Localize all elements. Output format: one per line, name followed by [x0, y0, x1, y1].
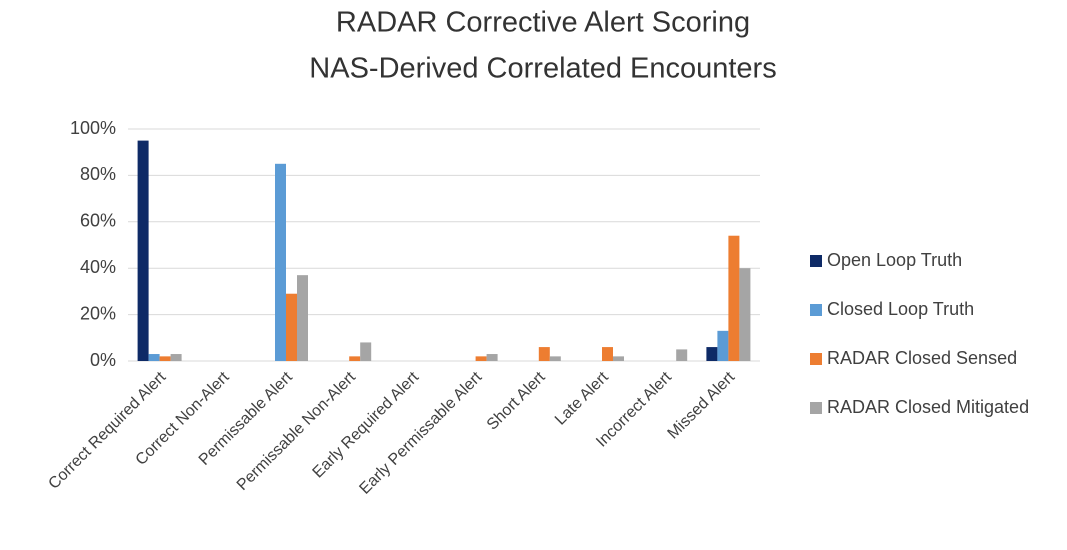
bar [676, 349, 688, 361]
bar [613, 356, 624, 361]
bar [170, 354, 182, 361]
y-tick-label: 40% [80, 257, 116, 277]
bar [538, 347, 550, 361]
legend-label: Closed Loop Truth [827, 299, 974, 319]
bar [360, 342, 372, 361]
bar [717, 330, 729, 361]
bar [286, 293, 297, 361]
y-tick-label: 60% [80, 211, 116, 231]
x-tick-label: Permissable Non-Alert [234, 368, 360, 494]
legend-swatch [810, 255, 822, 267]
bar [549, 356, 561, 361]
bar [148, 354, 160, 361]
legend-swatch [810, 402, 822, 414]
y-tick-label: 80% [80, 164, 116, 184]
bar [728, 235, 740, 361]
x-tick-label: Missed Alert [665, 368, 739, 442]
x-tick-label: Short Alert [484, 368, 549, 433]
legend-label: RADAR Closed Sensed [827, 348, 1017, 368]
bar [297, 275, 308, 361]
legend-label: Open Loop Truth [827, 250, 962, 270]
x-tick-label: Early Required Alert [310, 368, 423, 481]
bar [349, 356, 361, 361]
x-tick-label: Early Permissable Alert [356, 368, 485, 497]
legend-swatch [810, 304, 822, 316]
x-tick-label: Correct Required Alert [45, 368, 169, 492]
chart-title: RADAR Corrective Alert Scoring [336, 7, 750, 39]
bar [159, 356, 171, 361]
bar [706, 347, 718, 361]
y-tick-label: 20% [80, 303, 116, 323]
y-tick-label: 0% [90, 350, 116, 370]
y-tick-label: 100% [70, 118, 116, 138]
bar [739, 268, 751, 361]
bar [602, 347, 613, 361]
bar [275, 163, 286, 361]
x-tick-label: Late Alert [552, 368, 612, 428]
bar [486, 354, 498, 361]
legend-label: RADAR Closed Mitigated [827, 397, 1029, 417]
legend-swatch [810, 353, 822, 365]
chart-subtitle: NAS-Derived Correlated Encounters [309, 53, 776, 85]
bar [475, 356, 487, 361]
bar [137, 140, 149, 361]
